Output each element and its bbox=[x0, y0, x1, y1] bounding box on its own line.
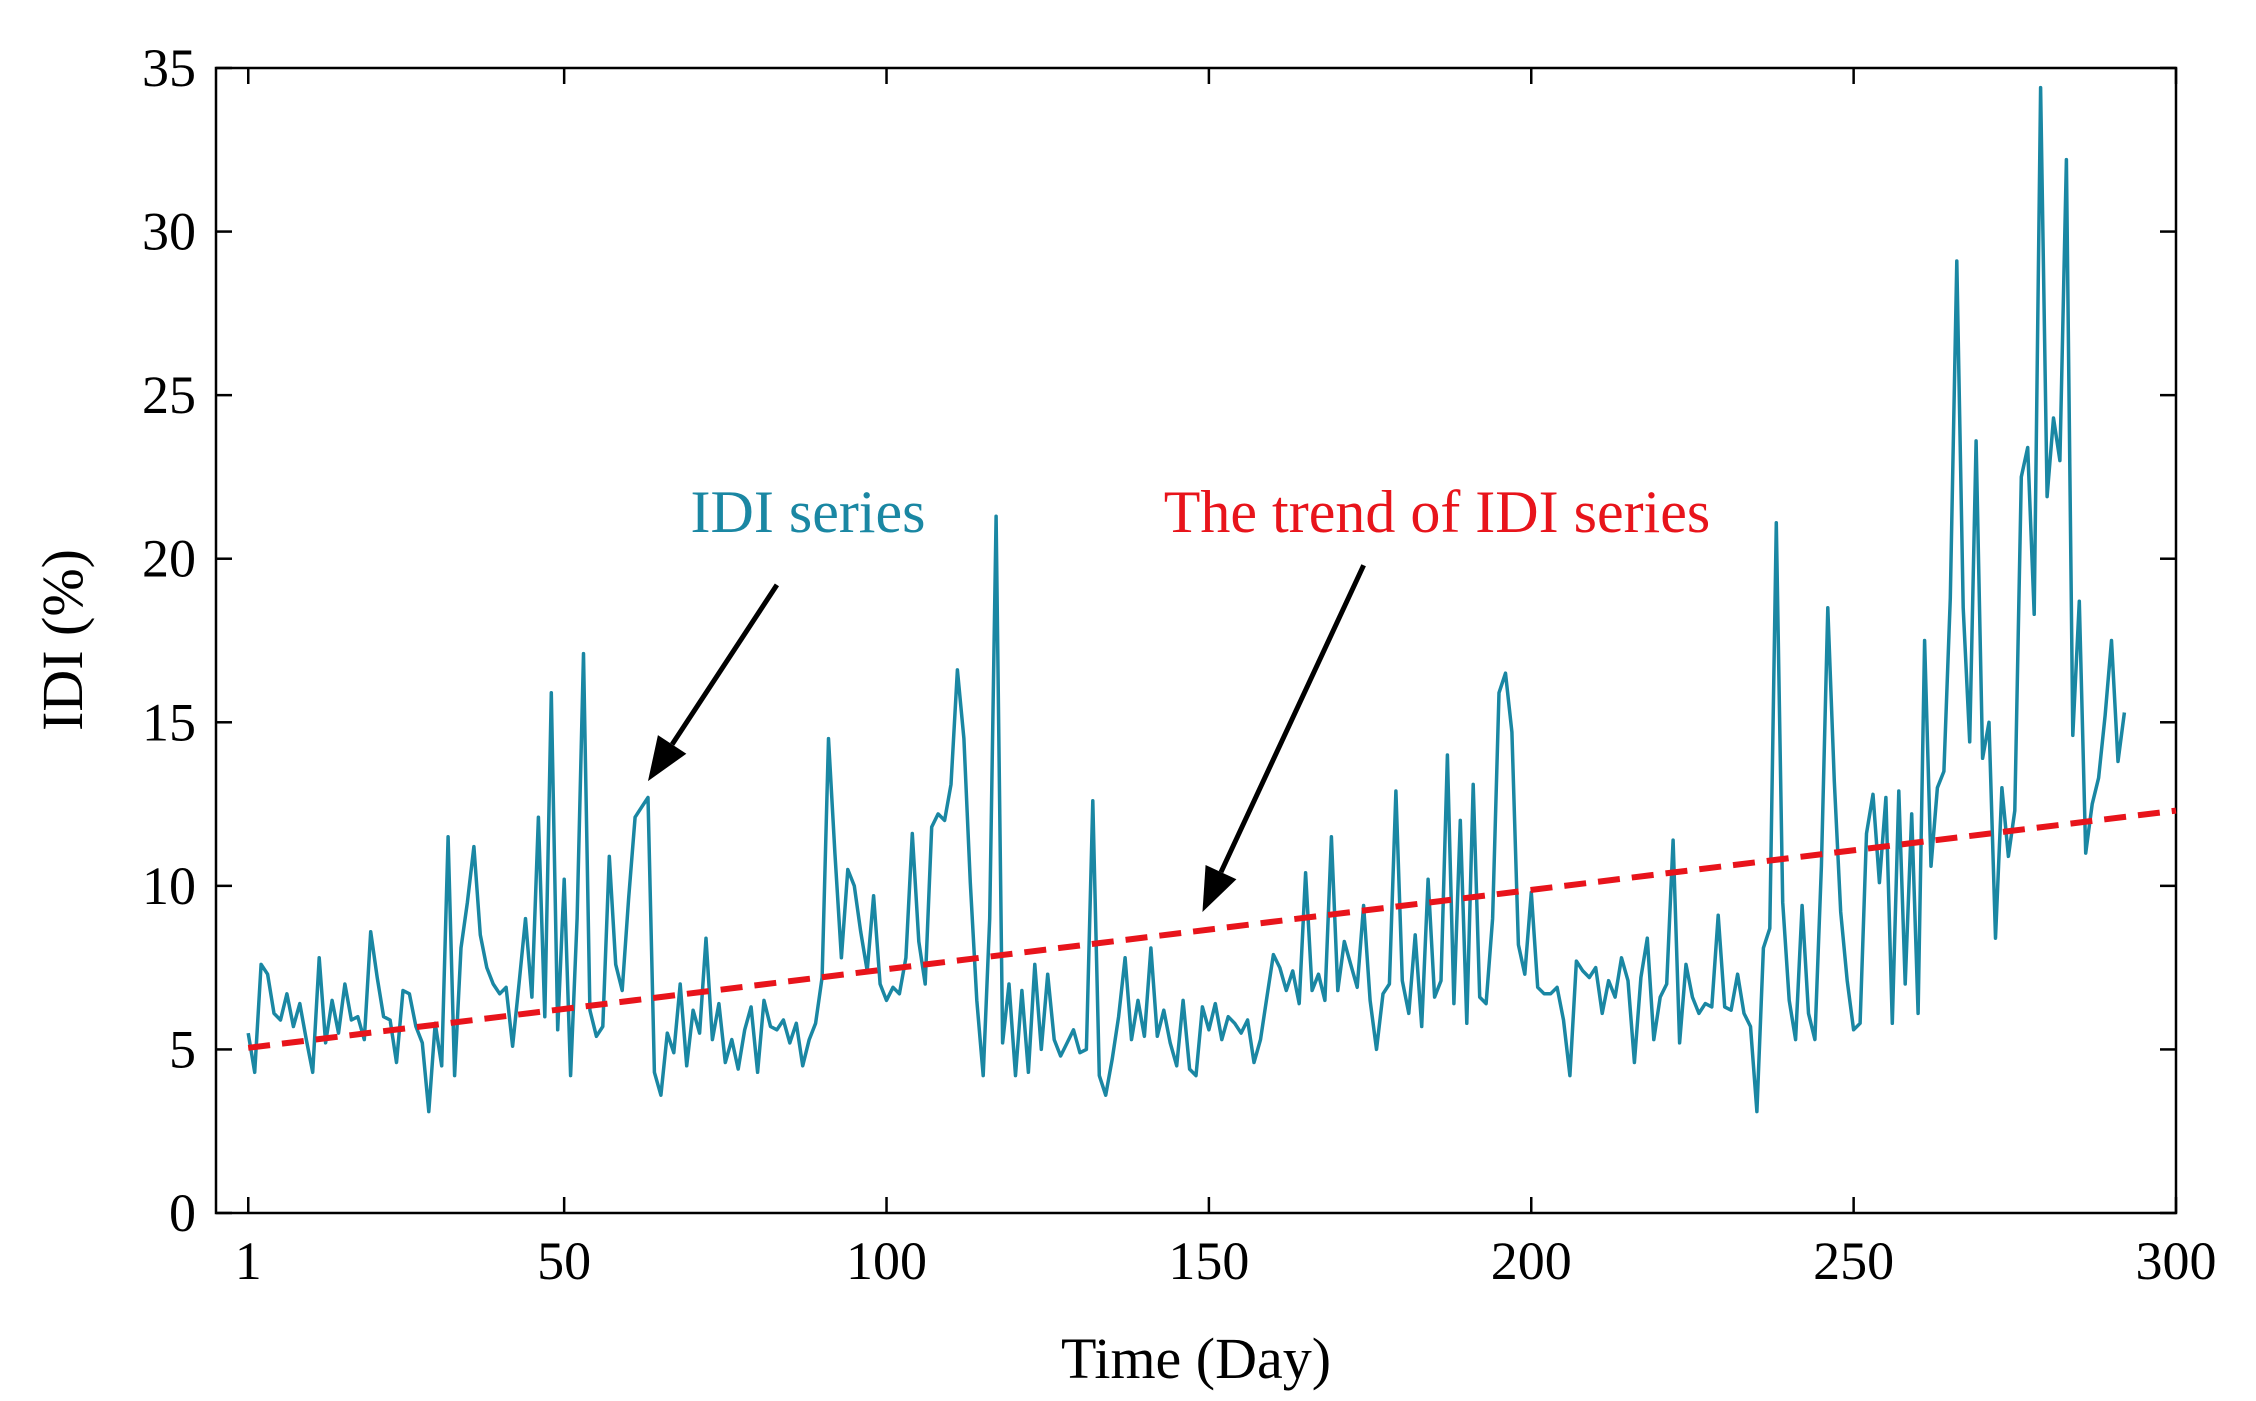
axis-ticks bbox=[216, 66, 2178, 1215]
trend-annotation-label: The trend of IDI series bbox=[1164, 479, 1710, 545]
idi-series-annotation-label: IDI series bbox=[691, 479, 926, 545]
idi-series-line bbox=[246, 85, 2127, 1114]
series-layer bbox=[246, 85, 2177, 1114]
x-tick-label: 150 bbox=[1168, 1231, 1249, 1291]
x-tick-label: 200 bbox=[1491, 1231, 1572, 1291]
y-tick-label: 10 bbox=[142, 856, 196, 916]
trend-line bbox=[247, 807, 2177, 1051]
y-tick-label: 5 bbox=[169, 1019, 196, 1079]
x-tick-label: 100 bbox=[846, 1231, 927, 1291]
x-tick-label: 50 bbox=[537, 1231, 591, 1291]
x-tick-label: 250 bbox=[1813, 1231, 1894, 1291]
y-tick-label: 20 bbox=[142, 529, 196, 589]
x-tick-label: 300 bbox=[2136, 1231, 2217, 1291]
annotations-layer: IDI series The trend of IDI series bbox=[647, 479, 1710, 913]
plot-frame bbox=[214, 66, 2178, 1215]
y-tick-label: 0 bbox=[169, 1183, 196, 1243]
annotation-arrow-shaft bbox=[1218, 564, 1366, 874]
x-axis-label: Time (Day) bbox=[1061, 1326, 1331, 1391]
y-tick-label: 30 bbox=[142, 202, 196, 262]
annotation-arrow-head bbox=[647, 735, 687, 782]
y-axis-label: IDI (%) bbox=[30, 549, 95, 731]
y-tick-label: 15 bbox=[142, 692, 196, 752]
annotation-arrow-shaft bbox=[670, 583, 780, 746]
annotation-arrow-head bbox=[1202, 864, 1237, 913]
x-tick-label: 1 bbox=[235, 1231, 262, 1291]
y-tick-label: 35 bbox=[142, 38, 196, 98]
y-tick-label: 25 bbox=[142, 365, 196, 425]
